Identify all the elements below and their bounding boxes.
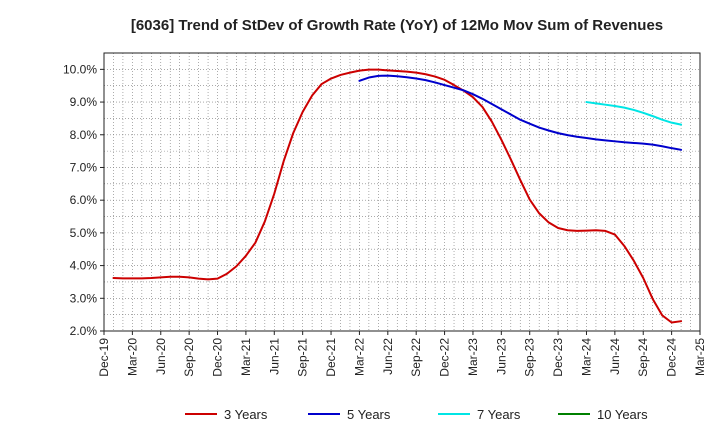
x-tick-label: Jun-22 (381, 338, 395, 375)
x-tick-label: Mar-24 (579, 338, 593, 376)
x-tick-label: Mar-25 (693, 338, 707, 376)
x-axis-ticks: Dec-19 Mar-20 Jun-20 Sep-20 Dec-20 Mar-21 Jun-… (97, 331, 707, 377)
x-tick-label: Sep-21 (296, 338, 310, 377)
x-tick-label: Dec-22 (438, 338, 452, 377)
x-tick-label: Jun-24 (608, 338, 622, 375)
y-tick-label: 9.0% (70, 95, 98, 109)
x-tick-label: Jun-23 (494, 338, 508, 375)
x-tick-label: Dec-21 (324, 338, 338, 377)
series-group (112, 68, 683, 324)
grid (104, 52, 700, 331)
x-tick-label: Dec-23 (551, 338, 565, 377)
y-tick-label: 4.0% (70, 259, 98, 273)
x-tick-label: Dec-24 (665, 338, 679, 377)
x-tick-label: Sep-24 (636, 338, 650, 377)
y-axis-ticks: 2.0% 3.0% 4.0% 5.0% 6.0% 7.0% 8.0% 9.0% 10.0% (63, 62, 104, 338)
x-tick-label: Mar-23 (466, 338, 480, 376)
y-tick-label: 6.0% (70, 193, 98, 207)
x-tick-label: Jun-20 (154, 338, 168, 375)
series-line-7-years (585, 101, 683, 126)
x-tick-label: Dec-19 (97, 338, 111, 377)
x-tick-label: Mar-22 (352, 338, 366, 376)
y-tick-label: 5.0% (70, 226, 98, 240)
plot-frame (103, 52, 701, 332)
legend-label-7-years: 7 Years (477, 407, 521, 422)
chart-title: [6036] Trend of StDev of Growth Rate (Yo… (131, 17, 663, 34)
x-tick-label: Mar-20 (125, 338, 139, 376)
y-tick-label: 2.0% (70, 324, 98, 338)
legend-label-5-years: 5 Years (347, 407, 391, 422)
y-tick-label: 10.0% (63, 62, 97, 76)
y-tick-label: 7.0% (70, 160, 98, 174)
legend: 3 Years 5 Years 7 Years 10 Years (185, 407, 648, 422)
legend-label-10-years: 10 Years (597, 407, 648, 422)
y-tick-label: 3.0% (70, 291, 98, 305)
series-line-5-years (358, 74, 683, 151)
x-tick-label: Dec-20 (211, 338, 225, 377)
series-line-3-years (112, 68, 683, 324)
x-tick-label: Sep-22 (409, 338, 423, 377)
y-tick-label: 8.0% (70, 128, 98, 142)
x-tick-label: Mar-21 (239, 338, 253, 376)
x-tick-label: Sep-23 (523, 338, 537, 377)
x-tick-label: Jun-21 (267, 338, 281, 375)
x-tick-label: Sep-20 (182, 338, 196, 377)
legend-label-3-years: 3 Years (224, 407, 268, 422)
